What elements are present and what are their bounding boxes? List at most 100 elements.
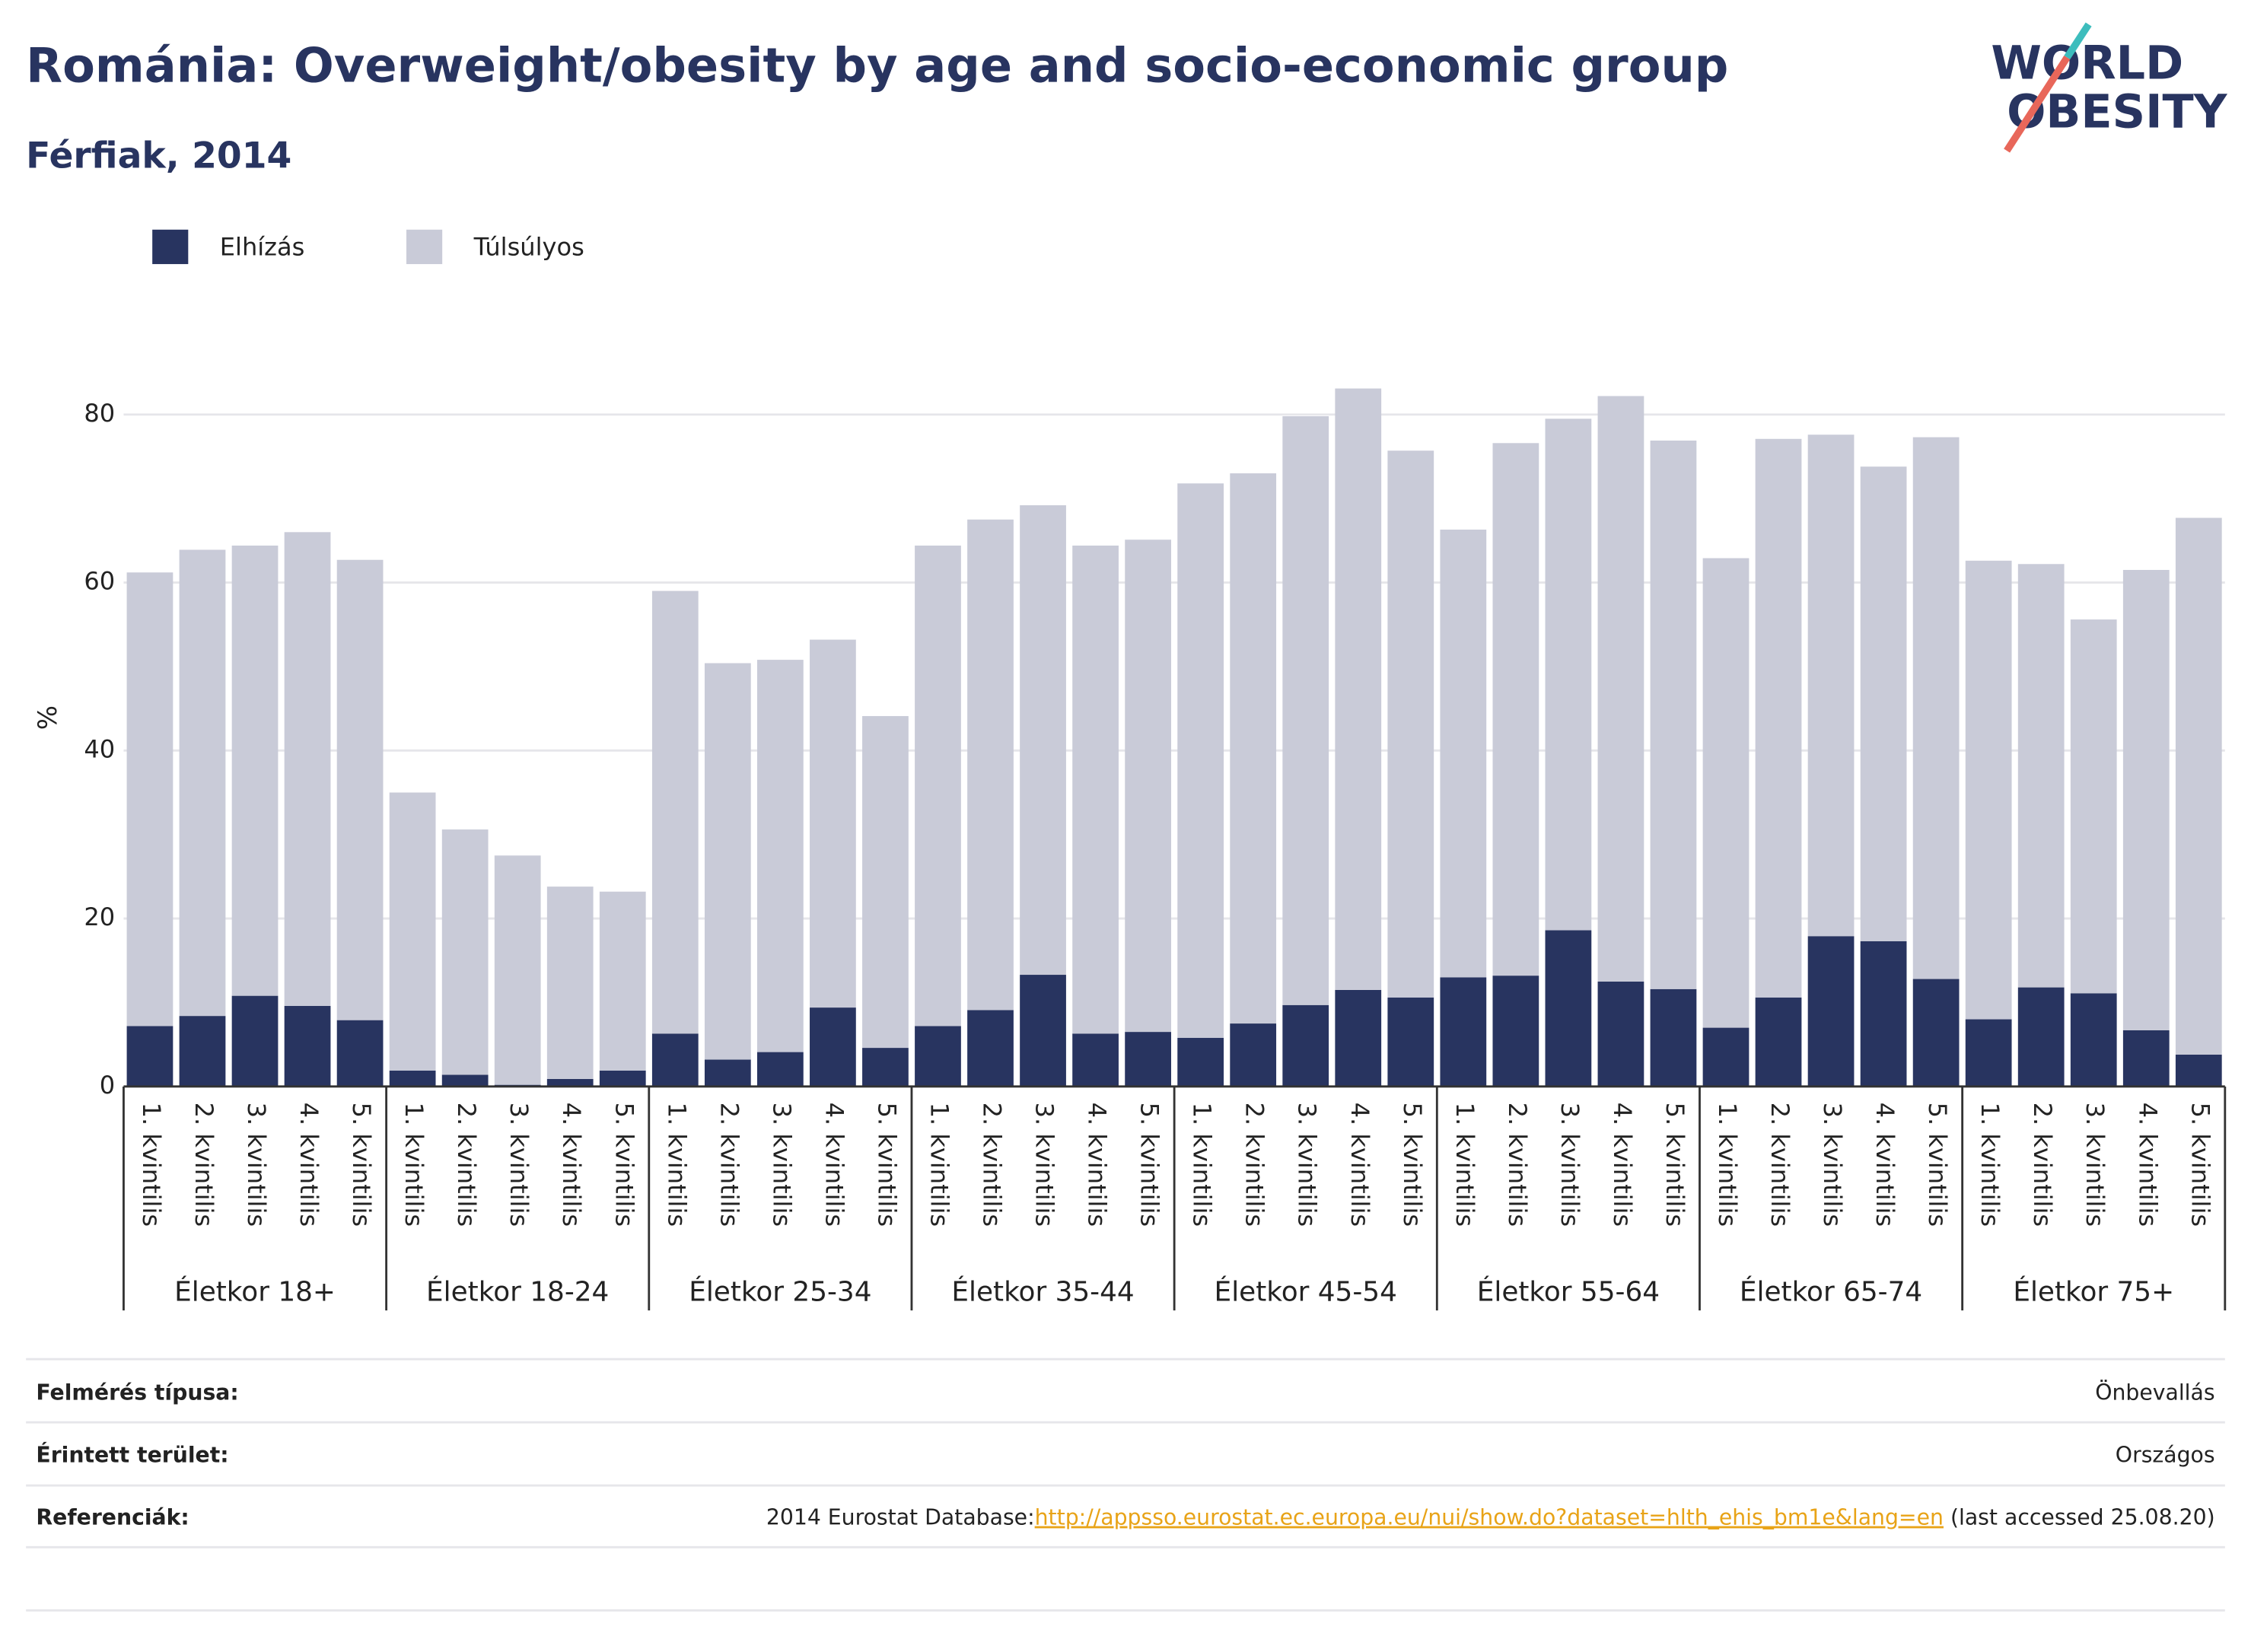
bar-segment	[1597, 396, 1644, 982]
bar-segment	[1125, 1032, 1171, 1087]
x-tick-label: 5. kvintilis	[1135, 1103, 1164, 1227]
bar-segment	[1440, 977, 1487, 1087]
bar-segment	[1860, 466, 1907, 941]
group-label: Életkor 18+	[174, 1275, 336, 1307]
x-tick-label: 3. kvintilis	[2081, 1103, 2109, 1227]
chart-subtitle: Férfiak, 2014	[26, 135, 291, 177]
x-tick-label: 5. kvintilis	[872, 1103, 901, 1227]
bar-segment	[231, 995, 279, 1087]
logo-slash	[2004, 55, 2071, 153]
bar-segment	[1492, 976, 1539, 1087]
group-label: Életkor 55-64	[1477, 1275, 1660, 1307]
bar-segment	[599, 1070, 646, 1087]
bar-segment	[1545, 930, 1592, 1087]
x-tick-label: 3. kvintilis	[1818, 1103, 1847, 1227]
footer-value: Országos	[2116, 1443, 2215, 1468]
x-tick-label: 2. kvintilis	[189, 1103, 218, 1227]
x-tick-label: 3. kvintilis	[1555, 1103, 1584, 1227]
x-tick-label: 5. kvintilis	[1398, 1103, 1427, 1227]
group-label: Életkor 75+	[2013, 1275, 2174, 1307]
legend-label: Túlsúlyos	[473, 232, 584, 261]
bar-segment	[2017, 987, 2065, 1087]
bar-segment	[2122, 569, 2170, 1030]
bar-segment	[756, 660, 804, 1052]
bar-segment	[1440, 529, 1487, 978]
bar-segment	[1965, 1019, 2012, 1087]
bar-segment	[2070, 619, 2117, 994]
bar-segment	[1860, 941, 1907, 1087]
bar-segment	[284, 1005, 331, 1087]
legend-swatch	[152, 229, 189, 265]
bar-segment	[1807, 434, 1855, 937]
bar-segment	[441, 829, 489, 1075]
x-tick-label: 4. kvintilis	[295, 1103, 323, 1227]
bar-segment	[231, 545, 279, 996]
bar-segment	[284, 532, 331, 1006]
bar-segment	[651, 590, 699, 1034]
bar-segment	[1650, 988, 1697, 1087]
legend-swatch	[406, 229, 443, 265]
bar-segment	[2175, 1054, 2222, 1087]
logo-slash	[2064, 22, 2092, 60]
bar-segment	[1335, 989, 1382, 1087]
bar-segment	[2070, 993, 2117, 1087]
reference-link[interactable]: http://appsso.eurostat.ec.europa.eu/nui/…	[1035, 1505, 1944, 1530]
group-label: Életkor 65-74	[1740, 1275, 1922, 1307]
x-tick-label: 4. kvintilis	[2133, 1103, 2162, 1227]
x-tick-label: 1. kvintilis	[1188, 1103, 1217, 1227]
bar-segment	[862, 716, 909, 1049]
chart-title: Románia: Overweight/obesity by age and s…	[26, 38, 1728, 94]
bar-segment	[546, 1078, 594, 1087]
x-tick-label: 1. kvintilis	[400, 1103, 428, 1227]
bar-segment	[915, 1026, 961, 1087]
logo-text: WORLD	[1991, 37, 2183, 90]
bar-segment	[1545, 419, 1592, 931]
bar-segment	[1387, 450, 1434, 998]
bar-segment	[1597, 981, 1644, 1087]
y-tick-label: 40	[84, 734, 115, 763]
x-tick-label: 1. kvintilis	[1713, 1103, 1742, 1227]
y-tick-label: 80	[84, 399, 115, 428]
bar-segment	[967, 519, 1014, 1011]
bar-segment	[336, 559, 384, 1020]
bar-segment	[1072, 1033, 1119, 1087]
group-label: Életkor 45-54	[1215, 1275, 1397, 1307]
y-tick-label: 20	[84, 902, 115, 931]
bar-segment	[1177, 483, 1224, 1038]
legend-label: Elhízás	[220, 232, 305, 261]
x-tick-label: 2. kvintilis	[1765, 1103, 1794, 1227]
bar-segment	[1230, 473, 1277, 1024]
footer-value: Önbevallás	[2095, 1379, 2214, 1405]
x-tick-label: 2. kvintilis	[2028, 1103, 2057, 1227]
bar-segment	[1335, 388, 1382, 990]
bar-segment	[1965, 560, 2012, 1020]
group-label: Életkor 25-34	[689, 1275, 871, 1307]
bar-segment	[1702, 558, 1750, 1028]
y-axis-label: %	[33, 705, 63, 730]
bar-segment	[494, 855, 541, 1085]
bar-segment	[599, 891, 646, 1071]
bar-segment	[1387, 997, 1434, 1087]
footer-value-part: 2014 Eurostat Database:	[766, 1505, 1035, 1530]
bar-segment	[1755, 438, 1802, 998]
x-tick-label: 1. kvintilis	[1450, 1103, 1479, 1227]
bar-segment	[1755, 997, 1802, 1087]
footer-value: 2014 Eurostat Database:http://appsso.eur…	[766, 1505, 2215, 1530]
footer-value-part: (last accessed 25.08.20)	[1944, 1505, 2215, 1530]
x-tick-label: 2. kvintilis	[978, 1103, 1007, 1227]
bar-segment	[967, 1010, 1014, 1087]
x-tick-label: 1. kvintilis	[662, 1103, 691, 1227]
x-tick-label: 2. kvintilis	[715, 1103, 743, 1227]
bar-segment	[704, 1059, 751, 1087]
x-tick-label: 5. kvintilis	[2186, 1103, 2214, 1227]
bar-segment	[2017, 564, 2065, 988]
bar-segment	[441, 1074, 489, 1087]
bar-segment	[915, 545, 961, 1027]
bar-segment	[179, 549, 226, 1017]
bar-segment	[389, 1070, 436, 1087]
bar-segment	[1282, 415, 1329, 1005]
x-tick-label: 3. kvintilis	[1293, 1103, 1322, 1227]
bar-segment	[810, 1007, 856, 1087]
bar-segment	[336, 1020, 384, 1087]
